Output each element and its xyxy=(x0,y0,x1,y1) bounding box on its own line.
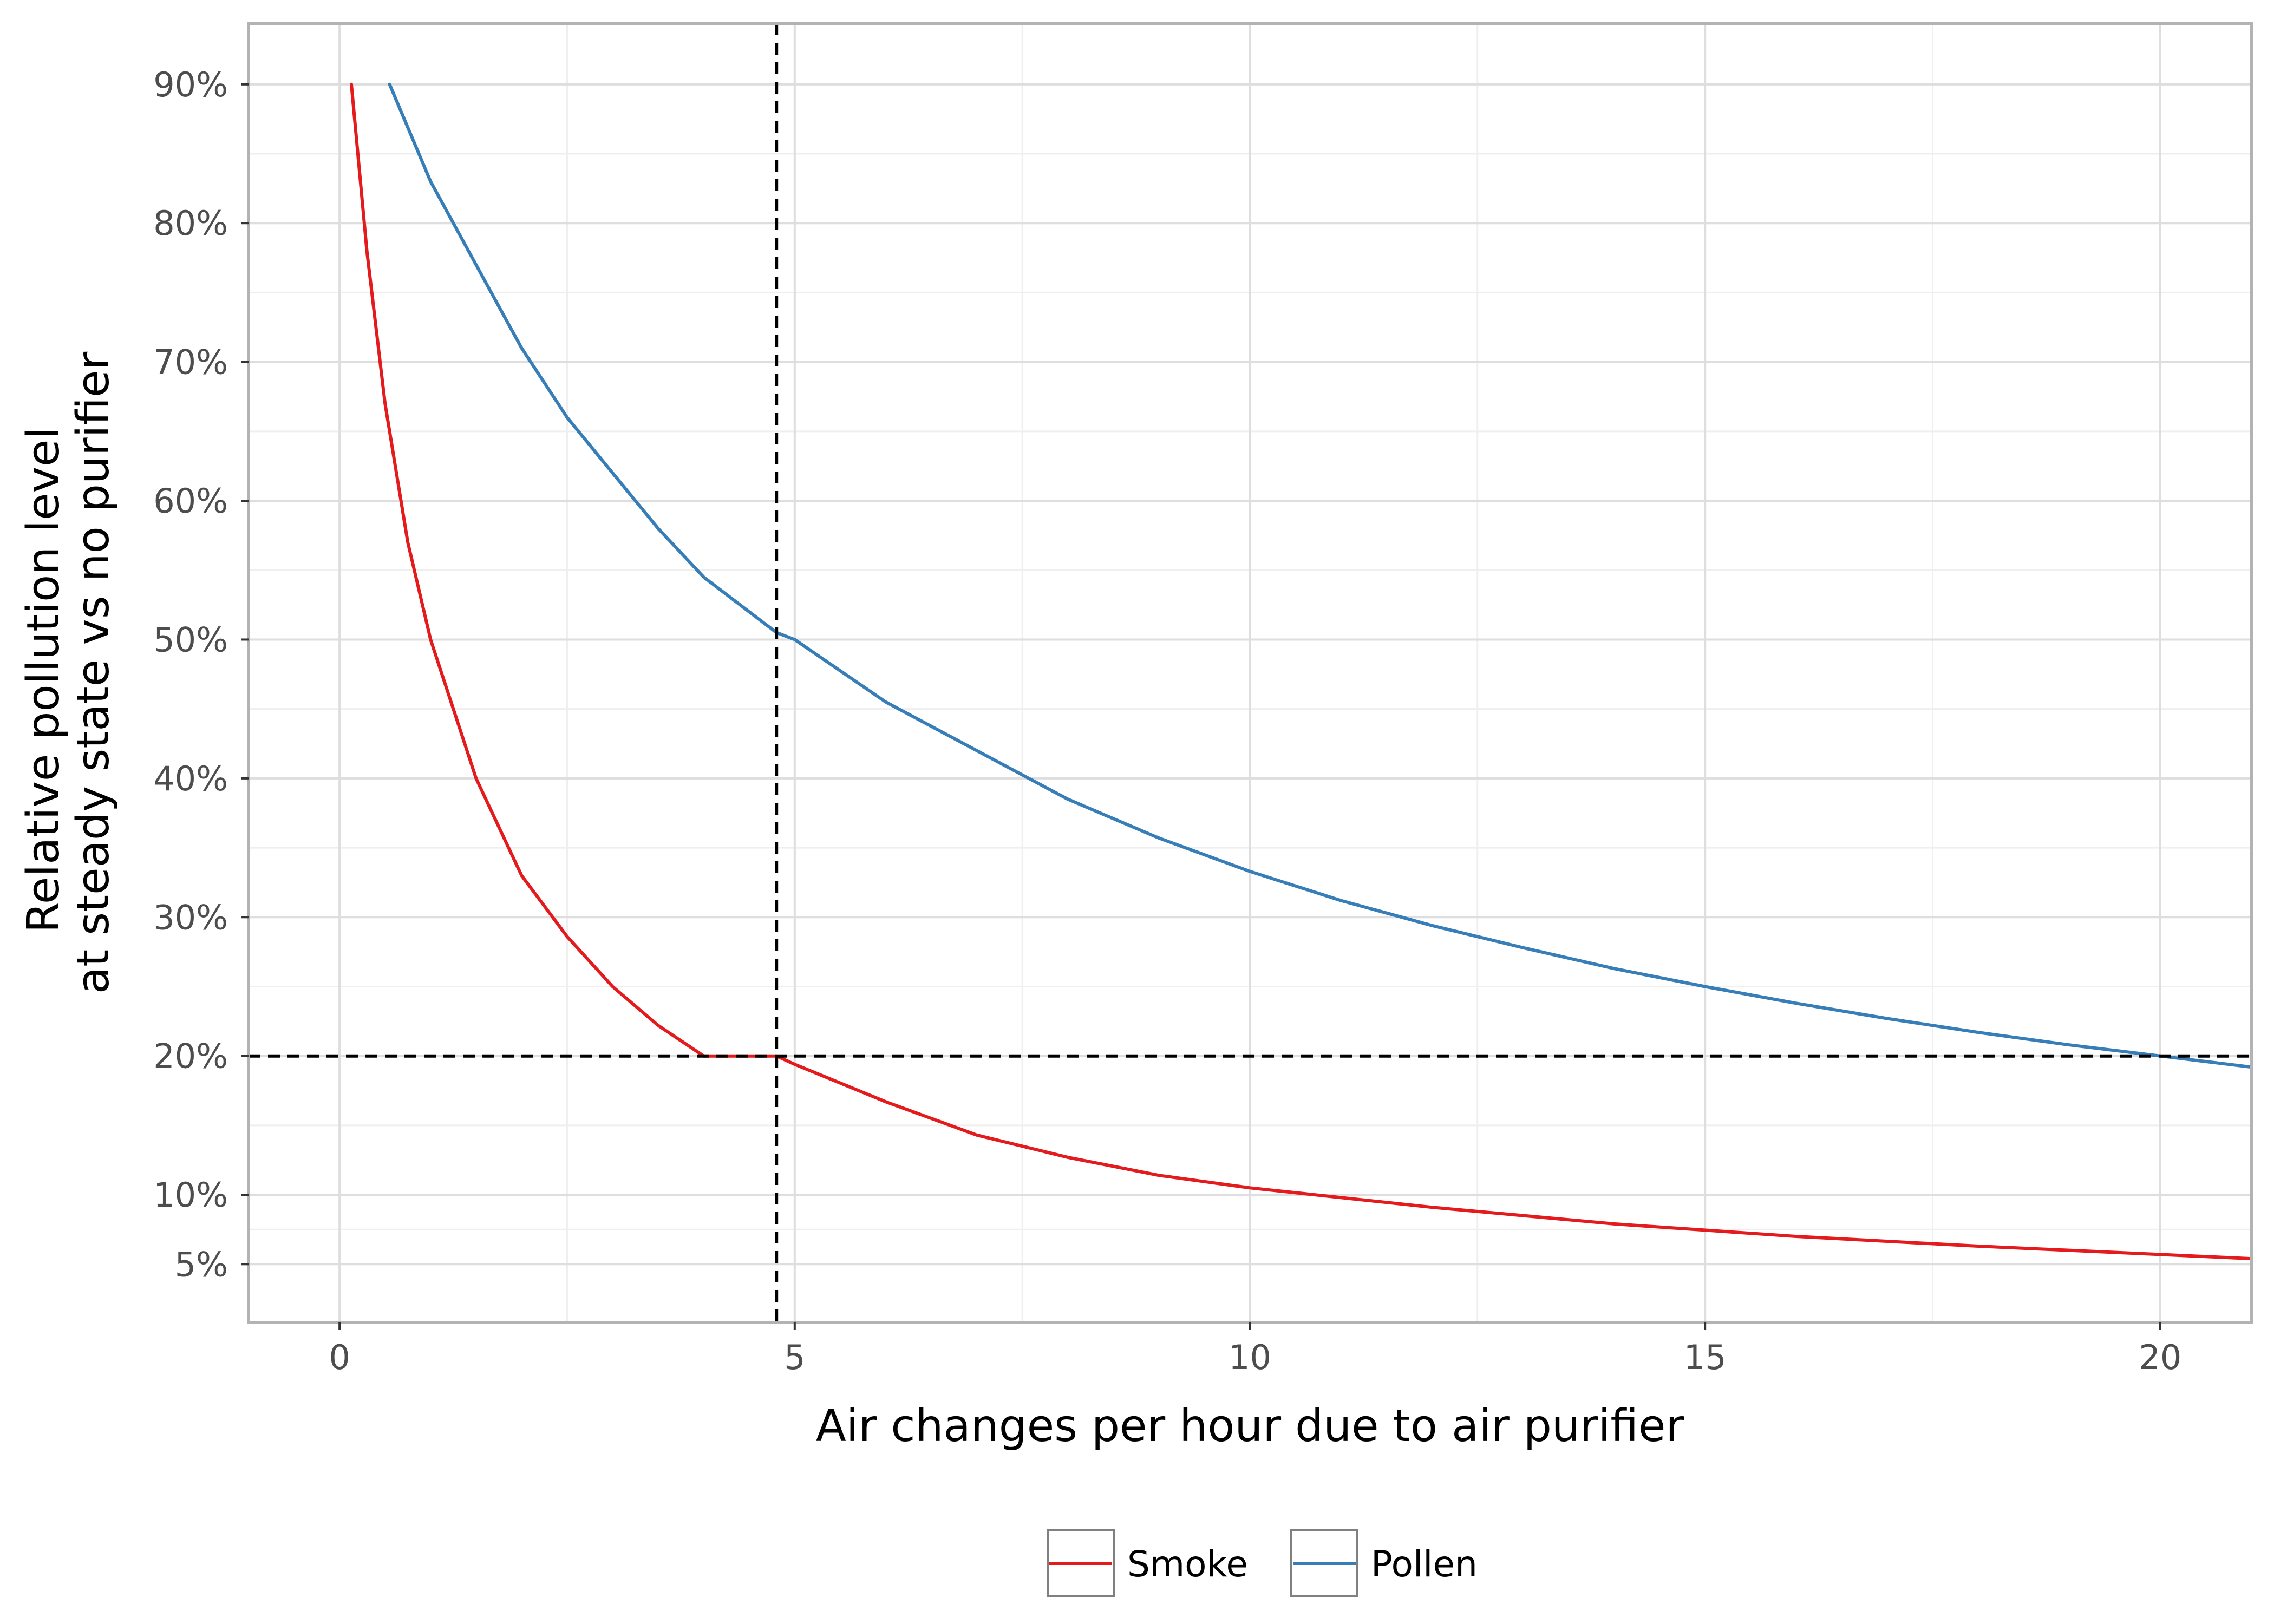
x-tick-label: 5 xyxy=(784,1338,805,1377)
y-tick-label: 30% xyxy=(153,898,228,937)
y-axis-ticks: 5% 10% 20% 30% 40% 50% 60% 70% 80% 90% xyxy=(153,65,249,1284)
y-tick-label: 90% xyxy=(153,65,228,104)
legend: Smoke Pollen xyxy=(1047,1529,1478,1597)
series-line-smoke xyxy=(350,82,2253,1261)
x-axis-title: Air changes per hour due to air purifier xyxy=(816,1400,1684,1452)
series-line-pollen xyxy=(388,82,2253,1069)
legend-label: Pollen xyxy=(1371,1543,1478,1585)
x-tick-label: 20 xyxy=(2139,1338,2181,1377)
y-tick-label: 50% xyxy=(153,620,228,659)
major-gridlines xyxy=(249,23,2251,1322)
y-tick-label: 60% xyxy=(153,481,228,521)
plot-panel xyxy=(247,22,2253,1324)
y-tick-label: 40% xyxy=(153,759,228,798)
x-tick-label: 15 xyxy=(1684,1338,1727,1377)
series-layer xyxy=(350,82,2253,1261)
x-tick-label: 0 xyxy=(329,1338,350,1377)
y-tick-label: 5% xyxy=(175,1245,228,1284)
y-tick-label: 80% xyxy=(153,204,228,243)
y-axis-title-line-1: Relative pollution level xyxy=(18,427,69,933)
legend-label: Smoke xyxy=(1127,1543,1248,1585)
x-tick-label: 10 xyxy=(1229,1338,1271,1377)
x-axis-ticks: 0 5 10 15 20 xyxy=(329,1322,2181,1377)
y-tick-label: 20% xyxy=(153,1037,228,1076)
y-axis-title-line-2: at steady state vs no purifier xyxy=(68,352,119,994)
y-tick-label: 10% xyxy=(153,1175,228,1215)
y-axis-title: Relative pollution level at steady state… xyxy=(18,352,119,994)
reference-lines xyxy=(249,23,2251,1322)
y-tick-label: 70% xyxy=(153,343,228,382)
